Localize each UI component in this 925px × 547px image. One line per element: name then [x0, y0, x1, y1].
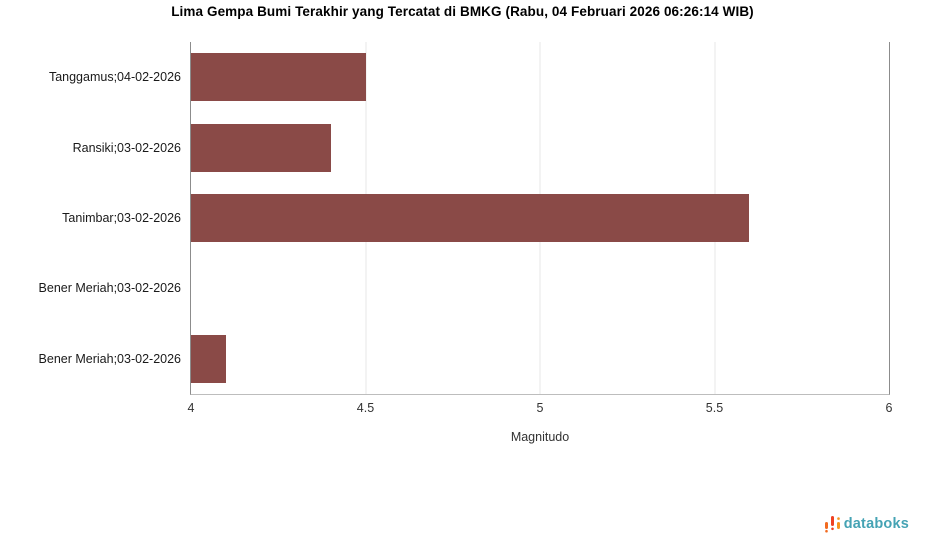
bar-0: [191, 53, 366, 102]
category-label: Tanggamus;04-02-2026: [48, 70, 181, 85]
chart-title: Lima Gempa Bumi Terakhir yang Tercatat d…: [171, 4, 754, 19]
databoks-logo[interactable]: databoks: [824, 515, 909, 533]
category-label: Bener Meriah;03-02-2026: [38, 351, 181, 366]
category-label: Ransiki;03-02-2026: [72, 140, 181, 155]
bar-2: [191, 194, 750, 242]
bar-4: [191, 334, 226, 383]
x-axis-title: Magnitudo: [510, 430, 570, 444]
bar-1: [191, 123, 331, 172]
databoks-wordmark: databoks: [843, 516, 909, 532]
x-tick-label: 5: [536, 401, 544, 415]
x-tick-label: 5.5: [705, 401, 724, 415]
databoks-icon: [824, 515, 840, 533]
x-tick-label: 4: [187, 401, 195, 415]
x-tick-label: 6: [885, 401, 893, 415]
category-label: Bener Meriah;03-02-2026: [38, 281, 181, 296]
bar-chart-plot-area: 4 4.5 5 5.5 6 Tanggamus;04-02-2026 Ransiki;03-…: [39, 42, 892, 415]
x-tick-label: 4.5: [356, 401, 375, 415]
category-label: Tanimbar;03-02-2026: [62, 211, 181, 225]
